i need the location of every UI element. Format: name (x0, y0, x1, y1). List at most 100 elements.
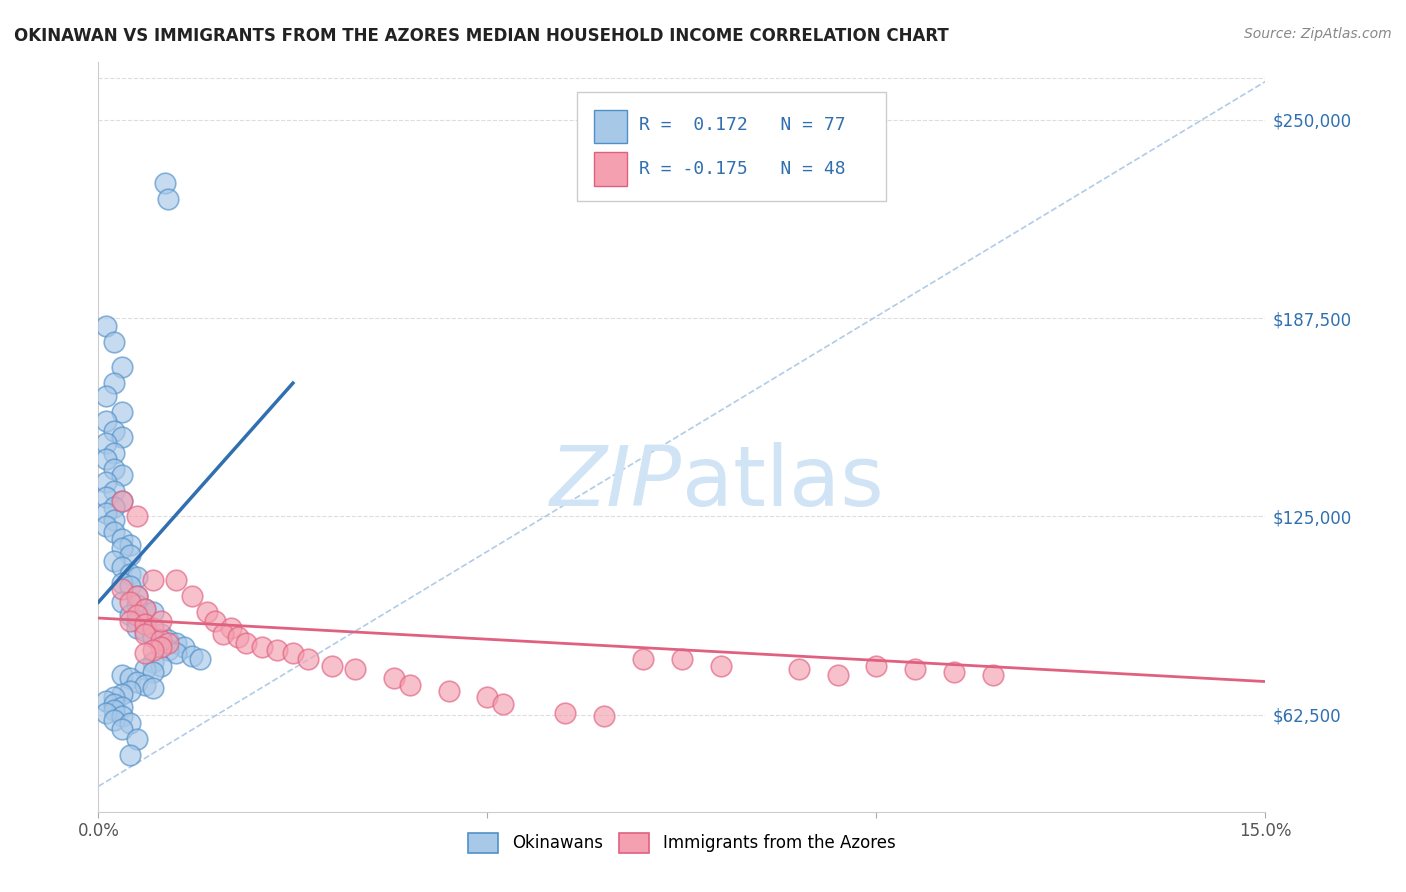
Point (157, 633, 180, 648)
Point (111, 493, 134, 508)
Point (149, 633, 172, 648)
Point (96, 693, 118, 707)
Point (118, 607, 141, 622)
Point (981, 668, 1004, 682)
Point (266, 642, 288, 657)
Point (180, 589, 202, 603)
Point (103, 424, 125, 438)
Point (118, 684, 141, 698)
Point (321, 658, 343, 673)
Point (118, 715, 141, 730)
Point (142, 630, 165, 644)
Point (195, 605, 218, 619)
Point (111, 668, 134, 682)
Point (111, 360, 134, 375)
Point (149, 627, 172, 641)
Text: R =  0.172   N = 77: R = 0.172 N = 77 (638, 116, 845, 134)
Point (103, 690, 125, 705)
Point (127, 509, 149, 524)
Point (127, 674, 149, 689)
Point (103, 376, 125, 390)
Point (173, 640, 195, 654)
Point (142, 621, 165, 635)
Point (492, 697, 515, 711)
Point (554, 706, 576, 721)
Point (631, 652, 654, 666)
Point (118, 747, 141, 762)
Point (134, 627, 156, 641)
FancyBboxPatch shape (595, 153, 627, 186)
Point (111, 541, 134, 556)
Point (103, 334, 125, 349)
Point (437, 684, 460, 698)
Point (111, 430, 134, 444)
Point (103, 554, 125, 568)
Point (111, 595, 134, 609)
Point (477, 690, 499, 705)
Point (103, 484, 125, 499)
Point (103, 713, 125, 727)
Point (118, 579, 141, 593)
Point (96, 389, 118, 403)
Point (96, 436, 118, 450)
Point (228, 630, 250, 644)
Point (165, 646, 187, 660)
Point (235, 636, 257, 650)
Point (111, 687, 134, 701)
Point (142, 665, 165, 679)
Point (142, 656, 165, 670)
Point (297, 652, 319, 666)
Point (96, 506, 118, 520)
Point (165, 573, 187, 587)
Point (157, 642, 180, 657)
Point (134, 662, 156, 676)
Point (111, 709, 134, 723)
Point (134, 617, 156, 632)
Point (127, 731, 149, 746)
Point (96, 491, 118, 505)
Point (142, 573, 165, 587)
Point (827, 668, 849, 682)
Point (671, 652, 693, 666)
Point (118, 614, 141, 628)
Text: ZIP: ZIP (550, 442, 682, 523)
Point (103, 513, 125, 527)
Point (134, 601, 156, 615)
Point (127, 621, 149, 635)
Point (281, 646, 304, 660)
Point (111, 532, 134, 546)
Point (204, 614, 226, 628)
Point (118, 672, 141, 686)
Point (127, 570, 149, 584)
Point (134, 624, 156, 638)
FancyBboxPatch shape (595, 110, 627, 144)
Point (96, 706, 118, 721)
Point (118, 595, 141, 609)
Point (127, 599, 149, 613)
Text: atlas: atlas (682, 442, 883, 523)
Point (165, 636, 187, 650)
Point (96, 519, 118, 533)
Point (188, 652, 211, 666)
Point (111, 560, 134, 574)
Point (96, 318, 118, 333)
Point (96, 452, 118, 467)
Point (865, 658, 887, 673)
Point (103, 703, 125, 717)
Point (157, 192, 180, 206)
Point (142, 681, 165, 695)
Point (118, 566, 141, 581)
Point (787, 662, 810, 676)
Point (153, 176, 176, 190)
Point (96, 414, 118, 428)
Legend: Okinawans, Immigrants from the Azores: Okinawans, Immigrants from the Azores (461, 826, 903, 860)
Text: R = -0.175   N = 48: R = -0.175 N = 48 (638, 160, 845, 178)
Point (943, 665, 966, 679)
Point (134, 601, 156, 615)
Point (103, 697, 125, 711)
Point (250, 640, 273, 654)
Point (904, 662, 927, 676)
Point (118, 548, 141, 562)
Point (103, 500, 125, 514)
Point (111, 722, 134, 736)
